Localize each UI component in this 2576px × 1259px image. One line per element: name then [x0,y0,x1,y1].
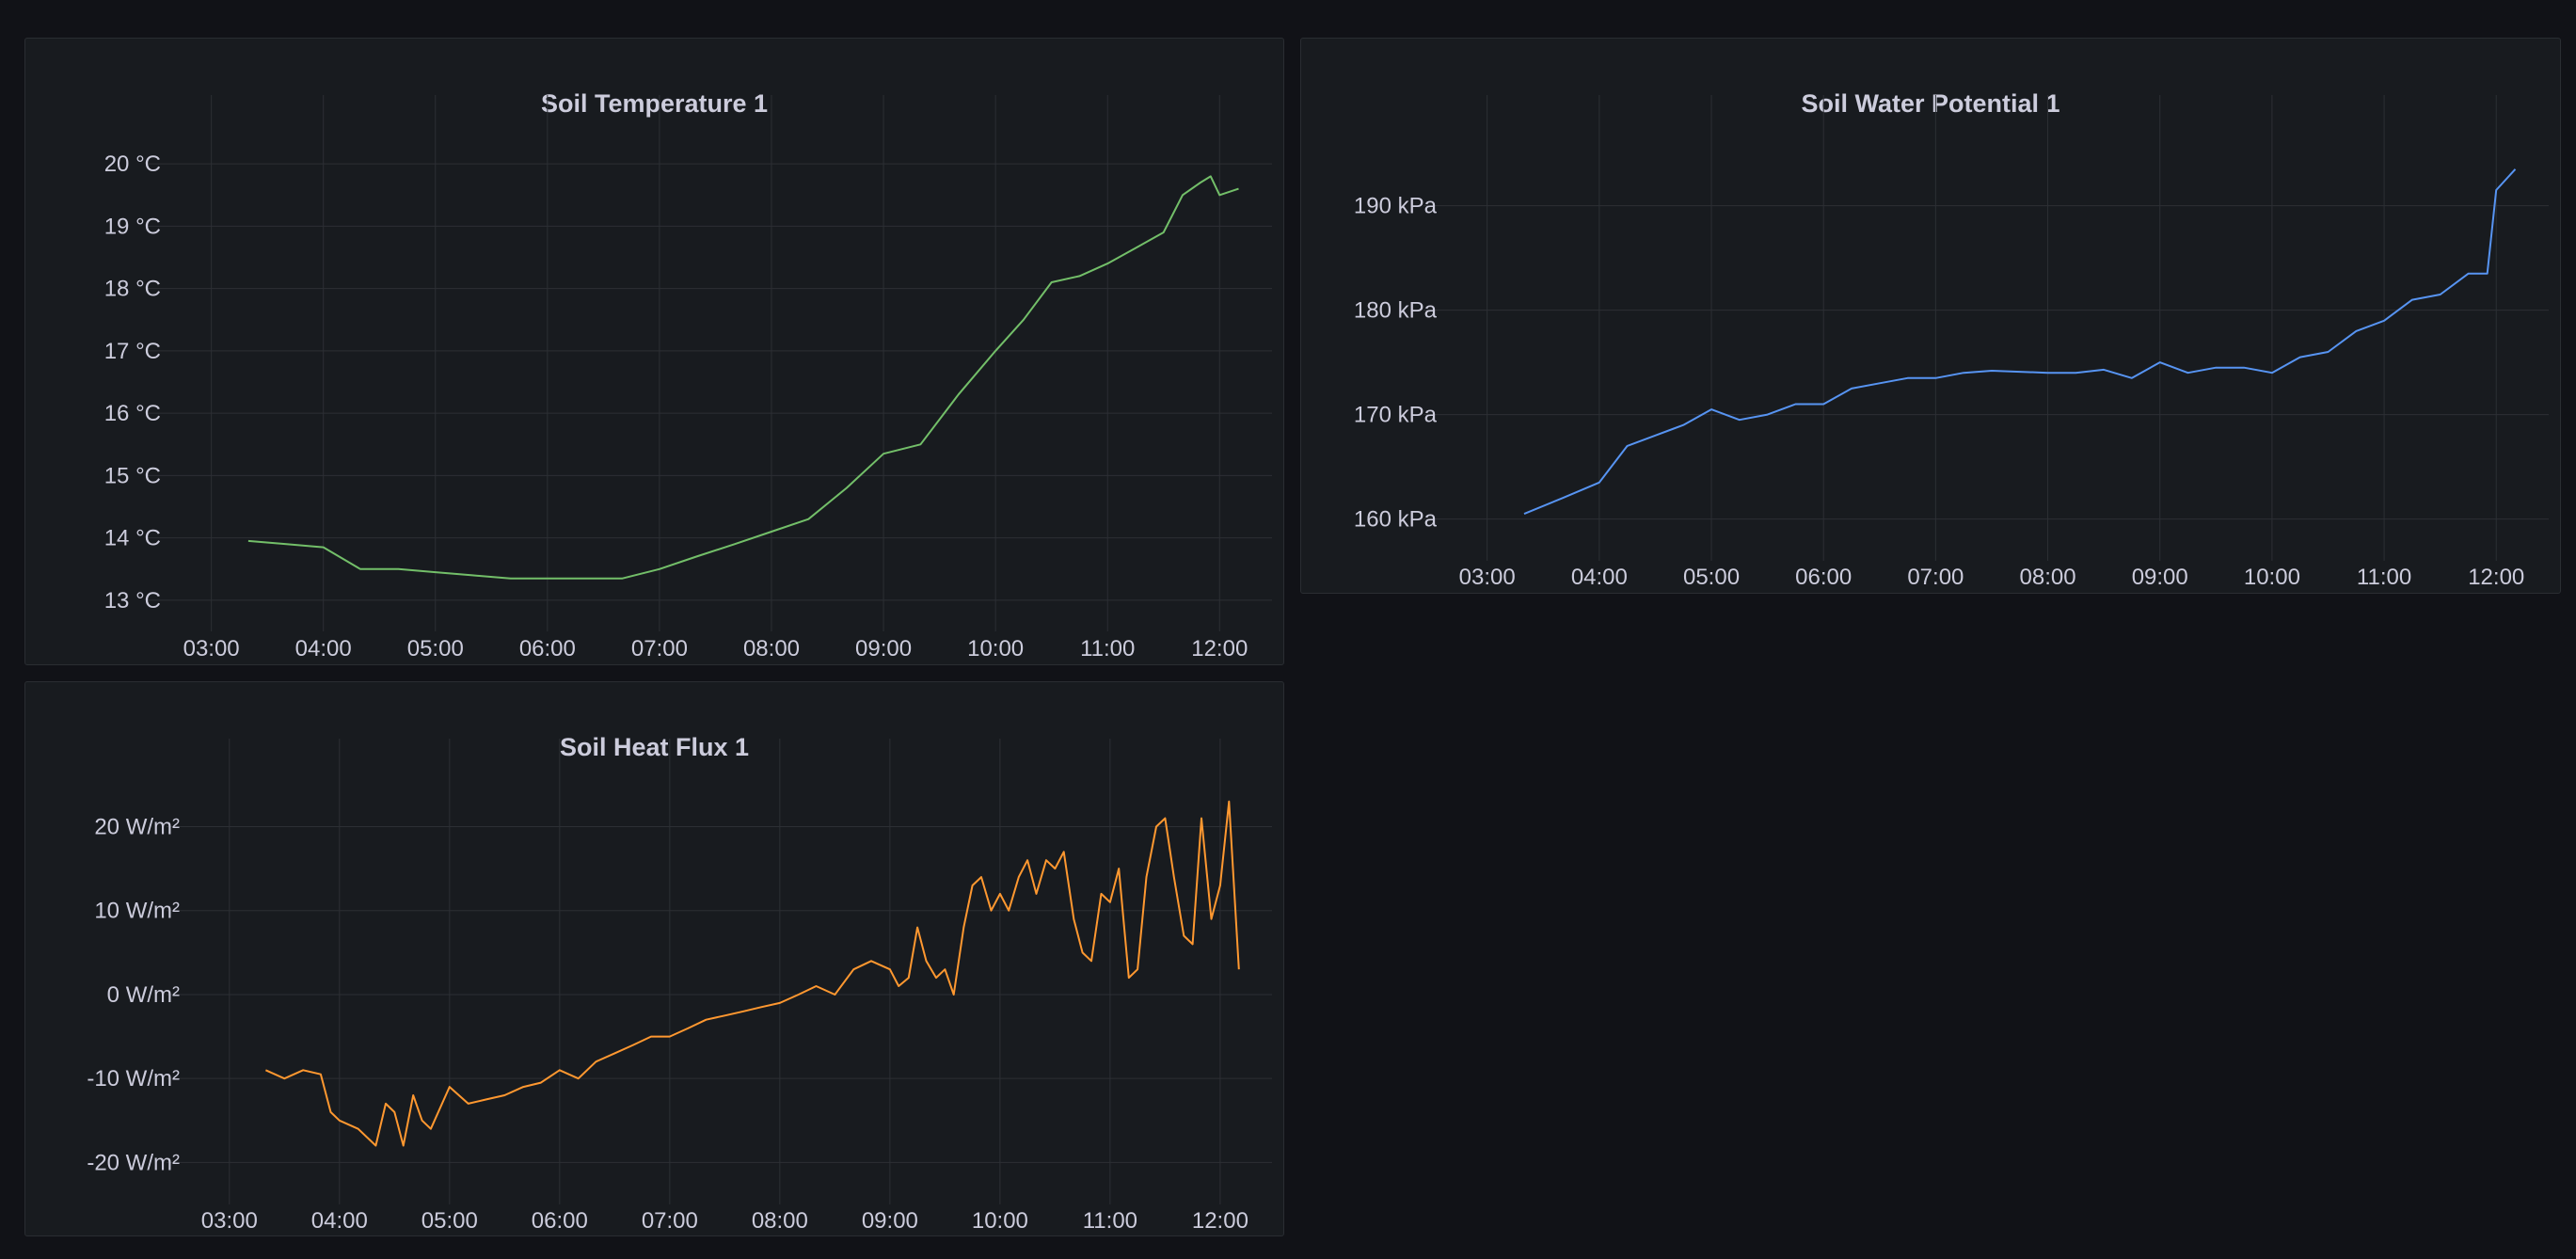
panel-soil-temperature[interactable]: Soil Temperature 1 03:00 04:00 05:00 06:00 0… [24,38,1284,665]
y-tick-label: 170 kPa [1354,403,1438,428]
chart-soil-heat-flux: 03:00 04:00 05:00 06:00 07:00 08:00 09:00 10:00… [87,739,1272,1234]
x-tick-label: 11:00 [1083,1208,1137,1234]
x-tick-label: 11:00 [1080,636,1135,661]
panel-title: Soil Heat Flux 1 [559,733,750,761]
y-tick-label: 15 °C [104,463,161,488]
x-tick-label: 09:00 [2132,565,2188,590]
x-tick-label: 07:00 [642,1208,698,1234]
y-tick-label: -20 W/m² [87,1150,180,1175]
x-tick-label: 06:00 [519,636,576,661]
y-tick-label: 0 W/m² [107,982,180,1008]
series-line [264,800,1240,1147]
x-tick-label: 12:00 [1192,1208,1248,1234]
x-tick-label: 08:00 [743,636,800,661]
x-tick-label: 11:00 [2357,565,2411,590]
series-line [1523,168,2517,516]
x-tick-label: 08:00 [2020,565,2076,590]
x-tick-label: 09:00 [862,1208,918,1234]
x-tick-label: 12:00 [1191,636,1248,661]
x-tick-label: 07:00 [631,636,688,661]
y-tick-label: 20 °C [104,151,161,177]
x-tick-label: 12:00 [2468,565,2524,590]
series-line [247,175,1239,580]
x-tick-label: 06:00 [1795,565,1852,590]
y-tick-label: -10 W/m² [87,1066,180,1092]
panel-soil-heat-flux[interactable]: Soil Heat Flux 1 03:00 04:00 05:00 06:00 07:… [24,681,1284,1236]
y-tick-label: 20 W/m² [94,815,180,840]
x-tick-label: 05:00 [1683,565,1740,590]
y-tick-label: 17 °C [104,339,161,364]
x-tick-label: 06:00 [532,1208,588,1234]
x-tick-label: 04:00 [295,636,352,661]
x-tick-label: 04:00 [1571,565,1628,590]
y-tick-label: 14 °C [104,526,161,551]
x-tick-label: 10:00 [972,1208,1028,1234]
x-tick-label: 10:00 [2244,565,2300,590]
y-tick-label: 180 kPa [1354,298,1438,324]
panel-title: Soil Water Potential 1 [1801,89,2060,118]
x-tick-label: 09:00 [855,636,912,661]
y-tick-label: 10 W/m² [94,899,180,924]
x-tick-label: 03:00 [1459,565,1516,590]
y-tick-label: 16 °C [104,401,161,426]
panel-title: Soil Temperature 1 [540,89,769,118]
chart-soil-water-potential: 03:00 04:00 05:00 06:00 07:00 08:00 09:00 10:00… [1354,95,2549,590]
x-tick-label: 07:00 [1907,565,1964,590]
y-tick-label: 13 °C [104,588,161,614]
y-tick-label: 160 kPa [1354,507,1438,533]
x-tick-label: 05:00 [421,1208,478,1234]
panel-soil-water-potential[interactable]: Soil Water Potential 1 03:00 04:00 05:00 06… [1300,38,2561,594]
y-tick-label: 190 kPa [1354,194,1438,219]
x-tick-label: 10:00 [967,636,1024,661]
y-tick-label: 19 °C [104,214,161,239]
x-tick-label: 04:00 [311,1208,368,1234]
x-tick-label: 08:00 [752,1208,808,1234]
x-tick-label: 05:00 [407,636,464,661]
x-tick-label: 03:00 [183,636,240,661]
chart-soil-temperature: 03:00 04:00 05:00 06:00 07:00 08:00 09:00 10:00… [104,95,1272,661]
x-tick-label: 03:00 [201,1208,258,1234]
y-tick-label: 18 °C [104,277,161,302]
